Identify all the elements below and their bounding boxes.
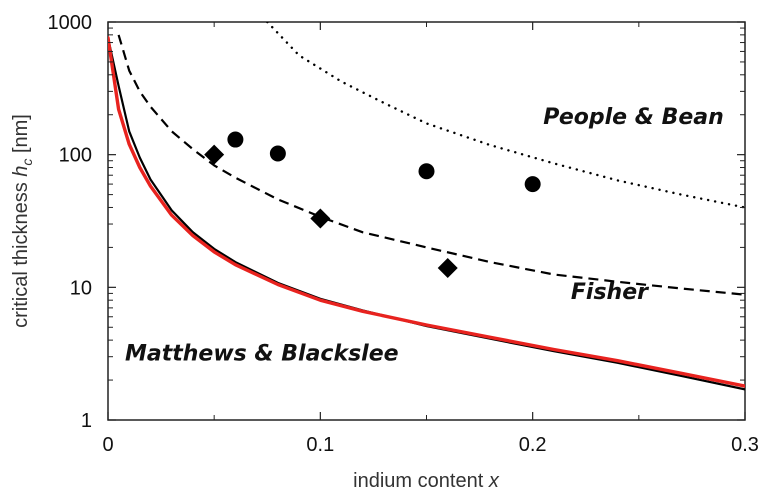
series-matthews-black <box>108 36 745 391</box>
markers-layer <box>204 131 541 278</box>
y-tick-label: 100 <box>59 145 92 167</box>
y-axis-title: critical thickness hc [nm] <box>10 114 35 328</box>
x-tick-label: 0.3 <box>731 434 759 456</box>
series-fisher <box>117 34 745 296</box>
x-axis-title: indium content x <box>353 470 500 492</box>
circle-marker <box>524 176 541 193</box>
circle-marker <box>227 131 244 148</box>
ticks-layer: 0 0.1 0.2 0.3 1 10 100 1000 <box>48 12 759 456</box>
circle-marker <box>269 145 286 162</box>
x-tick-label: 0.1 <box>306 434 334 456</box>
diamond-marker <box>310 208 331 229</box>
diamond-marker <box>204 144 225 165</box>
y-tick-label: 10 <box>70 277 92 299</box>
series-matthews-red <box>108 36 745 388</box>
circle-marker <box>418 163 435 180</box>
diamond-marker <box>437 257 458 278</box>
series-people-bean <box>266 22 745 209</box>
x-tick-label: 0 <box>102 434 113 456</box>
y-tick-label: 1000 <box>48 12 93 34</box>
y-tick-label: 1 <box>81 410 92 432</box>
annotation-fisher: Fisher <box>571 280 649 305</box>
annotation-people: People & Bean <box>543 105 723 130</box>
x-tick-label: 0.2 <box>519 434 547 456</box>
curves-layer <box>108 22 745 391</box>
annotation-matthews: Matthews & Blackslee <box>125 342 399 367</box>
annotations-layer: People & Bean Fisher Matthews & Blackslee <box>125 105 724 367</box>
